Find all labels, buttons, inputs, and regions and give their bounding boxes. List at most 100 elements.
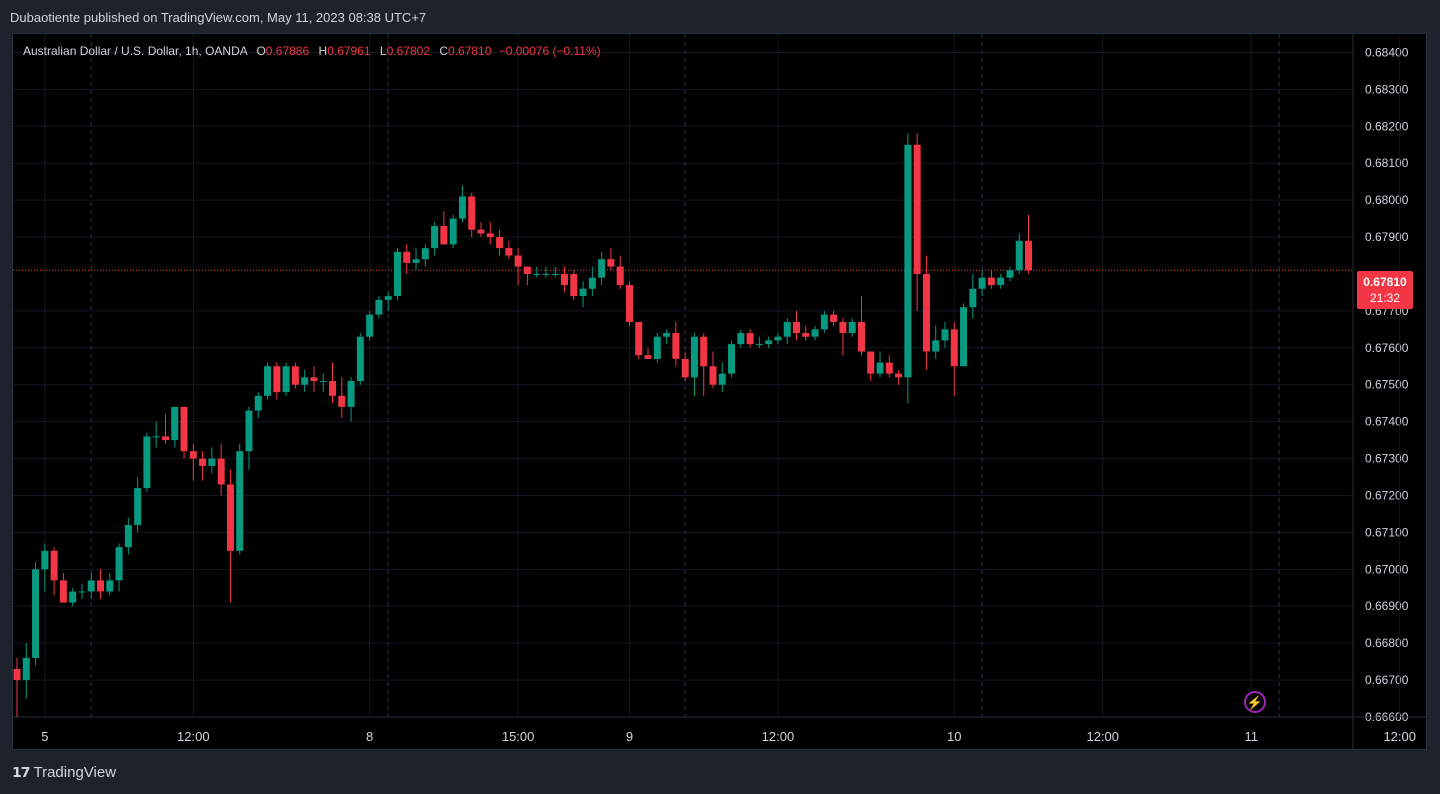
candle-down [839, 321, 847, 334]
candle-up [774, 336, 782, 341]
y-tick-label: 0.67900 [1365, 230, 1409, 244]
candle-up [264, 366, 272, 396]
candle-down [180, 406, 188, 452]
y-tick-label: 0.67300 [1365, 452, 1409, 466]
candle-up [124, 525, 132, 548]
last-price-tag: 0.67810 21:32 [1357, 271, 1413, 309]
candle-down [189, 451, 197, 459]
candle-up [941, 329, 949, 341]
candle-down [857, 321, 865, 352]
x-tick-label: 5 [41, 729, 48, 744]
candle-down [403, 251, 411, 263]
y-tick-label: 0.68400 [1365, 45, 1409, 59]
x-tick-label: 8 [366, 729, 373, 744]
candle-down [59, 580, 67, 603]
publisher-caption: Dubaotiente published on TradingView.com… [10, 10, 427, 25]
candle-up [997, 277, 1005, 286]
candle-up [718, 373, 726, 385]
candle-down [950, 329, 958, 367]
y-tick-label: 0.68000 [1365, 193, 1409, 207]
bar-countdown: 21:32 [1369, 291, 1401, 305]
candle-up [542, 273, 550, 275]
candle-up [969, 288, 977, 308]
candle-down [802, 333, 810, 337]
y-tick-label: 0.68200 [1365, 119, 1409, 133]
candle-down [644, 355, 652, 359]
candlestick-chart[interactable]: 0.68400 0.68300 0.68200 0.68100 0.68000 0.679… [13, 34, 1427, 750]
candle-down [709, 366, 717, 385]
candle-up [366, 314, 374, 337]
candle-down [793, 321, 801, 334]
y-tick-label: 0.68300 [1365, 82, 1409, 96]
candle-up [301, 377, 309, 385]
candle-up [932, 340, 940, 352]
candle-down [746, 333, 754, 345]
y-tick-label: 0.67500 [1365, 378, 1409, 392]
last-price-value: 0.67810 [1363, 275, 1407, 289]
lightning-icon[interactable]: ⚡ [1244, 691, 1266, 713]
candle-up [375, 299, 383, 315]
symbol-title[interactable]: Australian Dollar / U.S. Dollar, 1h, OAN… [23, 44, 248, 58]
candle-up [208, 458, 216, 466]
candle-up [282, 366, 290, 393]
candle-up [579, 288, 587, 297]
y-tick-label: 0.66900 [1365, 599, 1409, 613]
candle-up [663, 333, 671, 337]
candle-down [468, 196, 476, 230]
candle-up [848, 321, 856, 334]
candle-up [1015, 240, 1023, 271]
candle-down [310, 377, 318, 382]
y-tick-label: 0.68100 [1365, 156, 1409, 170]
candle-down [440, 225, 448, 245]
y-tick-label: 0.66700 [1365, 673, 1409, 687]
candle-down [13, 669, 21, 681]
chart-frame[interactable]: 0.68400 0.68300 0.68200 0.68100 0.68000 0.679… [12, 33, 1427, 750]
x-tick-label: 12:00 [1086, 729, 1119, 744]
x-tick-label: 9 [626, 729, 633, 744]
candle-down [329, 381, 337, 396]
candle-up [245, 410, 253, 452]
candle-down [477, 229, 485, 234]
candle-up [1006, 270, 1014, 278]
candle-up [588, 277, 596, 289]
candle-down [523, 266, 531, 274]
high-label: H [318, 44, 328, 58]
y-tick-label: 0.67600 [1365, 341, 1409, 355]
candle-up [115, 547, 123, 581]
candle-up [69, 591, 77, 603]
candle-down [635, 321, 643, 356]
candle-down [1025, 240, 1033, 271]
tradingview-brand[interactable]: 𝟭𝟳 TradingView [12, 764, 116, 781]
candle-up [653, 336, 661, 359]
candle-up [876, 362, 884, 374]
candle-down [514, 255, 522, 267]
candle-up [22, 657, 30, 681]
candle-down [913, 144, 921, 274]
candle-up [765, 340, 773, 345]
candle-down [199, 458, 207, 466]
candle-down [700, 336, 708, 367]
candle-up [236, 451, 244, 551]
candle-down [987, 277, 995, 286]
candle-up [87, 580, 95, 592]
candle-up [393, 251, 401, 297]
brand-name: TradingView [33, 764, 117, 781]
candle-down [681, 358, 689, 378]
tradingview-logo-icon: 𝟭𝟳 [12, 764, 31, 780]
candle-down [885, 362, 893, 374]
candle-up [78, 591, 86, 593]
x-tick-label: 11 [1244, 729, 1258, 744]
low-label: L [379, 44, 387, 58]
candle-down [625, 285, 633, 322]
x-tick-label: 15:00 [502, 729, 535, 744]
y-tick-label: 0.67100 [1365, 525, 1409, 539]
candle-up [598, 259, 606, 278]
x-tick-label: 10 [947, 729, 961, 744]
candle-down [867, 351, 875, 374]
candle-up [690, 336, 698, 378]
candle-up [41, 550, 49, 570]
candle-down [895, 373, 903, 378]
close-label: C [439, 44, 449, 58]
candle-down [570, 273, 578, 297]
candle-up [152, 436, 160, 438]
